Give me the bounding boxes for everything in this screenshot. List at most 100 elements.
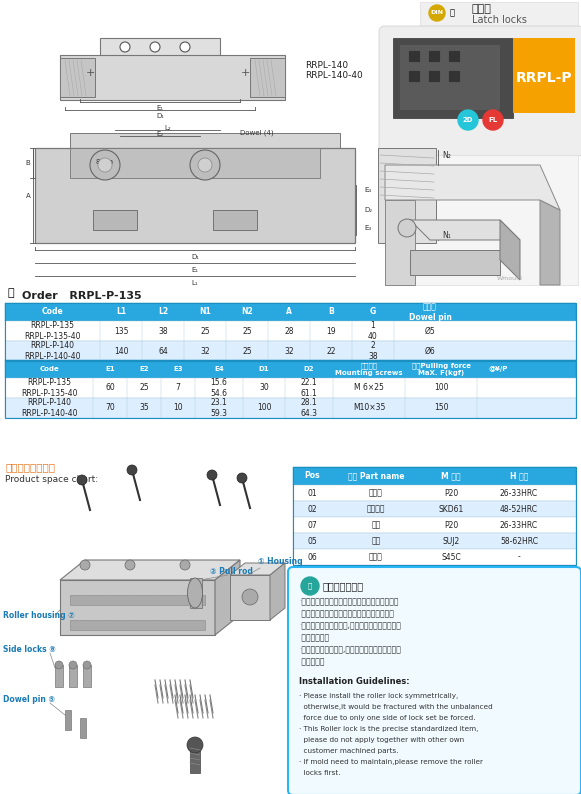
Text: Installation Guidelines:: Installation Guidelines:: [299, 677, 410, 687]
Text: 38: 38: [158, 326, 168, 336]
Text: 135: 135: [114, 326, 128, 336]
Bar: [60, 55, 285, 100]
Bar: [420, 2, 578, 30]
Text: 60: 60: [105, 384, 115, 392]
Text: S45C: S45C: [441, 553, 461, 561]
Text: 定位块: 定位块: [369, 553, 383, 561]
Bar: [70, 595, 205, 605]
Text: 后续操作。: 后续操作。: [299, 657, 325, 666]
Text: DIN: DIN: [431, 10, 443, 16]
Text: E₄: E₄: [364, 187, 372, 193]
Bar: [293, 467, 576, 485]
Text: ·锁模扣为精密装置，须对称安装，否则将可能致: ·锁模扣为精密装置，须对称安装，否则将可能致: [299, 598, 399, 607]
Text: A: A: [286, 307, 292, 317]
Polygon shape: [385, 165, 560, 210]
Text: L1: L1: [116, 307, 126, 317]
Circle shape: [150, 42, 160, 52]
Bar: [428, 50, 440, 62]
Text: L₂: L₂: [164, 125, 171, 131]
Circle shape: [125, 560, 135, 570]
Text: E₂: E₂: [156, 131, 164, 137]
Bar: [400, 45, 500, 110]
Text: 产品立体示意图：: 产品立体示意图：: [5, 462, 55, 472]
Text: E₁: E₁: [156, 105, 164, 111]
Text: L₁: L₁: [192, 280, 198, 286]
Text: 64: 64: [158, 346, 168, 356]
Text: otherwise,it would be fractured with the unbalanced: otherwise,it would be fractured with the…: [299, 704, 493, 710]
Text: Dowel (4): Dowel (4): [240, 129, 274, 137]
Bar: [5, 341, 576, 361]
Text: 25: 25: [242, 346, 252, 356]
Text: 1
40: 1 40: [368, 322, 378, 341]
Bar: [5, 360, 576, 418]
Text: 10: 10: [173, 403, 183, 413]
Text: locks first.: locks first.: [299, 770, 340, 776]
Text: 🔧: 🔧: [450, 9, 455, 17]
Text: B: B: [328, 307, 334, 317]
Circle shape: [120, 42, 130, 52]
Text: 📧: 📧: [308, 583, 312, 589]
Text: D₂: D₂: [364, 207, 372, 213]
Bar: [213, 210, 257, 230]
Text: E₁: E₁: [191, 267, 199, 273]
Text: Side locks ⑧: Side locks ⑧: [3, 646, 56, 654]
Text: Latch locks: Latch locks: [472, 15, 527, 25]
Text: D₁: D₁: [191, 254, 199, 260]
Bar: [448, 50, 460, 62]
Bar: [5, 303, 576, 321]
Text: D1: D1: [259, 366, 270, 372]
Circle shape: [398, 219, 416, 237]
Polygon shape: [215, 560, 240, 635]
Text: M 材质: M 材质: [441, 472, 461, 480]
Text: -: -: [518, 553, 521, 561]
Text: Ø5: Ø5: [425, 326, 435, 336]
Text: 32: 32: [200, 346, 210, 356]
Text: 25: 25: [139, 384, 149, 392]
Text: Code: Code: [39, 366, 59, 372]
FancyBboxPatch shape: [379, 26, 581, 156]
Text: 15.6
54.6: 15.6 54.6: [210, 378, 228, 398]
Circle shape: [237, 473, 247, 483]
Text: E1: E1: [105, 366, 115, 372]
Text: 定位销
Dowel pin: 定位销 Dowel pin: [408, 303, 451, 322]
Text: SUJ2: SUJ2: [442, 537, 460, 545]
Text: 28: 28: [284, 326, 294, 336]
Text: E2: E2: [139, 366, 149, 372]
Text: N₁: N₁: [443, 230, 451, 240]
Text: N1: N1: [199, 307, 211, 317]
Bar: [408, 50, 420, 62]
Text: A: A: [26, 193, 30, 199]
Circle shape: [483, 110, 503, 130]
Text: Product space chart:: Product space chart:: [5, 475, 98, 484]
Text: P20: P20: [444, 521, 458, 530]
Bar: [100, 38, 220, 56]
Bar: [80, 718, 86, 738]
Text: 48-52HRC: 48-52HRC: [500, 504, 538, 514]
Text: D2: D2: [304, 366, 314, 372]
Text: 2
38: 2 38: [368, 341, 378, 360]
FancyBboxPatch shape: [288, 567, 581, 794]
Text: customer machined parts.: customer machined parts.: [299, 748, 399, 754]
Text: D₁: D₁: [156, 113, 164, 119]
Text: ·锁模扣组件间精密配合,请勿与其他自行加工的零: ·锁模扣组件间精密配合,请勿与其他自行加工的零: [299, 622, 401, 630]
Text: M10×35: M10×35: [353, 403, 385, 413]
Text: 26-33HRC: 26-33HRC: [500, 521, 538, 530]
Polygon shape: [540, 200, 560, 285]
Text: RRPL-P-135
RRPL-P-135-40: RRPL-P-135 RRPL-P-135-40: [21, 378, 77, 398]
Bar: [35, 148, 355, 243]
Text: 锁模大杆: 锁模大杆: [367, 504, 385, 514]
Polygon shape: [500, 220, 520, 280]
Text: RRPL-140: RRPL-140: [305, 60, 348, 70]
Bar: [5, 360, 576, 378]
Text: Roller housing ⑦: Roller housing ⑦: [3, 611, 75, 619]
Text: 25: 25: [200, 326, 210, 336]
Circle shape: [127, 465, 137, 475]
Text: 25: 25: [242, 326, 252, 336]
Polygon shape: [270, 563, 285, 620]
Bar: [65, 710, 71, 730]
Circle shape: [190, 150, 220, 180]
Text: 安装使用说明：: 安装使用说明：: [323, 581, 364, 591]
Text: 05: 05: [307, 537, 317, 545]
Circle shape: [69, 661, 77, 669]
Text: ① Housing: ① Housing: [258, 557, 303, 566]
